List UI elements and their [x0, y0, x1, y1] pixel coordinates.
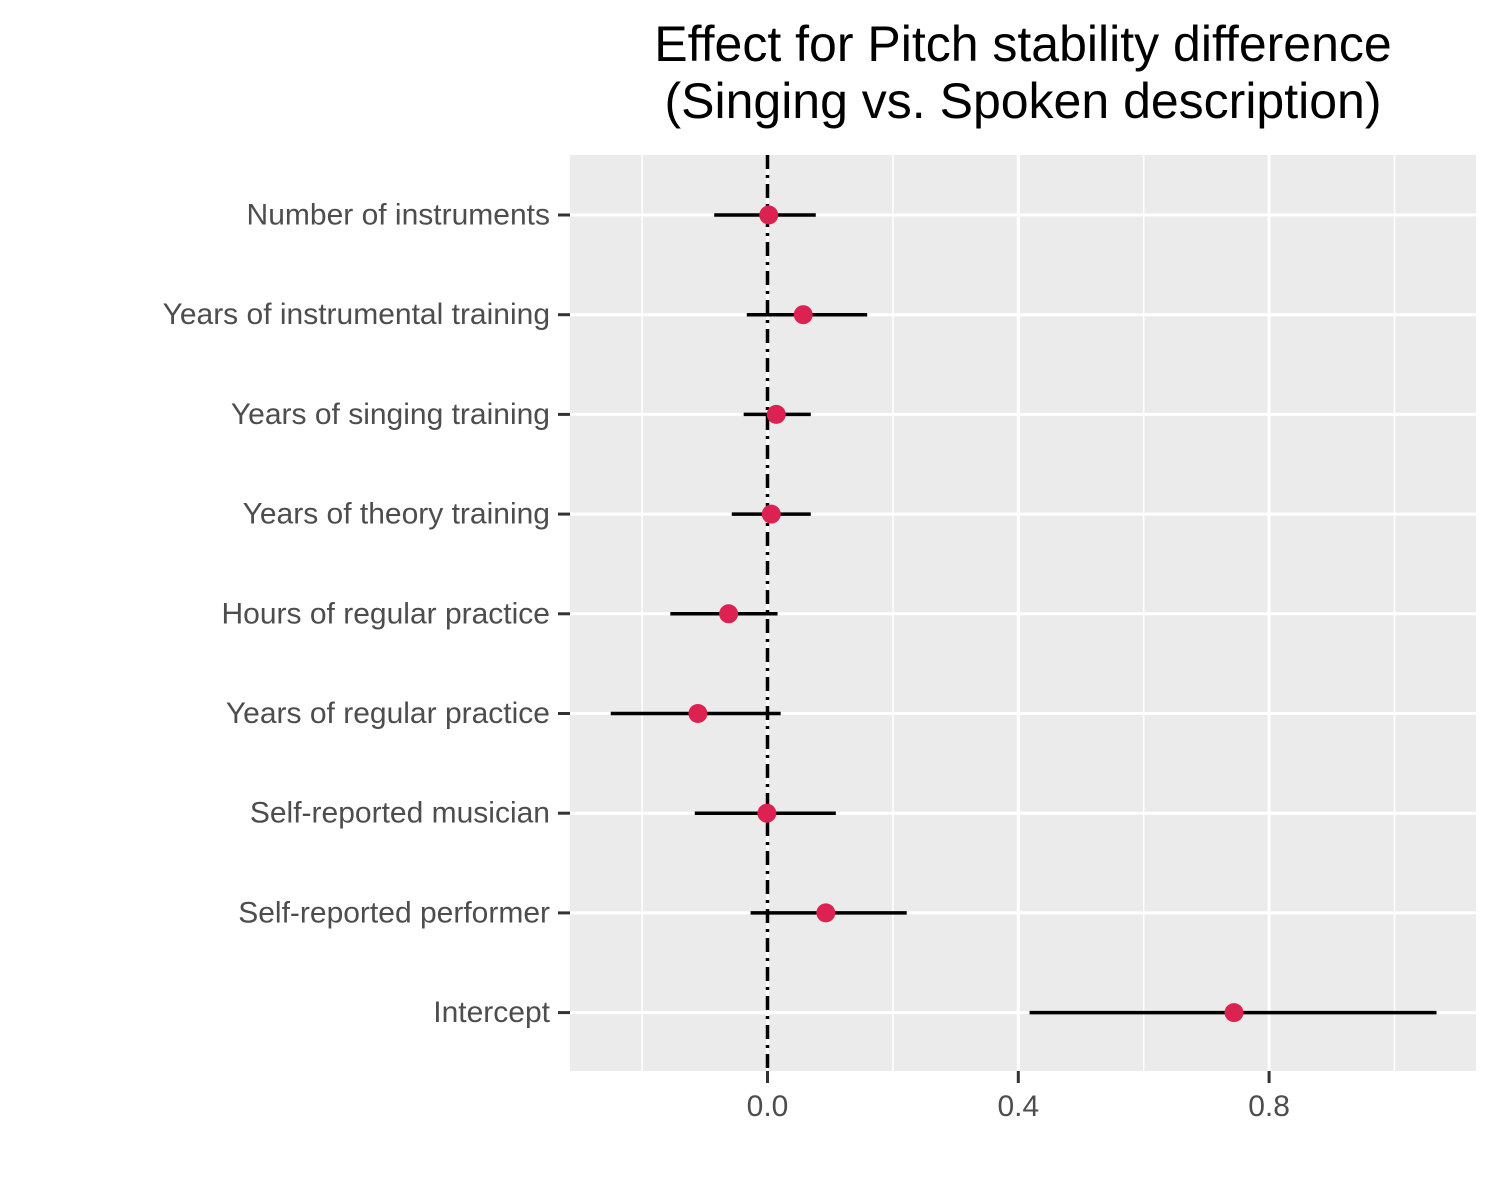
y-tick-label: Self-reported performer [238, 896, 550, 929]
point-estimate [688, 704, 708, 723]
x-tick-label: 0.8 [1248, 1090, 1290, 1123]
y-tick-label: Hours of regular practice [222, 597, 550, 630]
y-tick-label: Years of regular practice [226, 697, 550, 730]
y-axis: Number of instruments Years of instrument… [163, 199, 570, 1029]
x-tick-label: 0.4 [997, 1090, 1039, 1123]
point-estimate [761, 504, 781, 524]
y-tick-label: Intercept [433, 996, 550, 1029]
point-estimate [759, 205, 779, 225]
chart-title-line-2: (Singing vs. Spoken description) [664, 73, 1382, 129]
point-estimate [816, 903, 836, 923]
point-estimate [1224, 1003, 1244, 1023]
y-tick-label: Number of instruments [247, 199, 550, 232]
point-estimate [757, 803, 777, 823]
point-estimates [688, 205, 1244, 1023]
y-tick-label: Years of instrumental training [163, 298, 550, 331]
y-tick-label: Years of singing training [231, 398, 550, 431]
point-estimate [766, 404, 786, 424]
chart-title: Effect for Pitch stability difference (S… [570, 16, 1476, 130]
chart-title-line-1: Effect for Pitch stability difference [654, 16, 1392, 72]
point-estimate [793, 305, 813, 325]
y-tick-label: Years of theory training [243, 498, 550, 531]
x-axis: 0.0 0.4 0.8 [747, 1071, 1290, 1123]
y-tick-label: Self-reported musician [250, 797, 550, 830]
x-tick-label: 0.0 [747, 1090, 789, 1123]
point-estimate [719, 604, 739, 624]
